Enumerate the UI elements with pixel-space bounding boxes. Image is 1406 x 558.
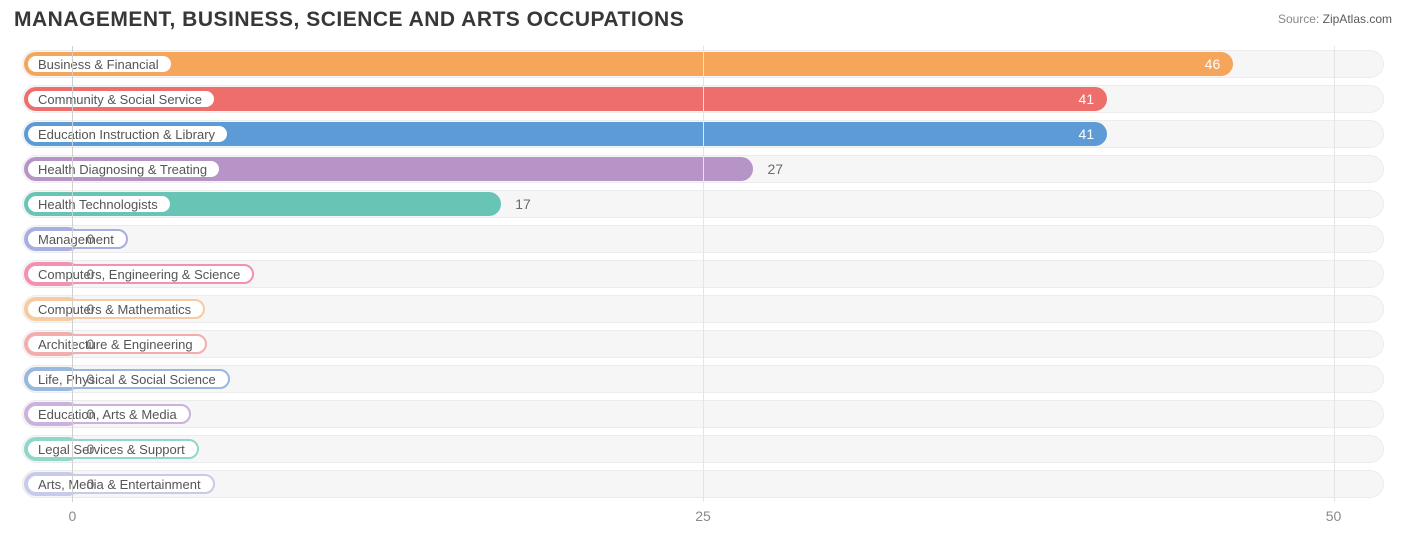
category-chip: Education, Arts & Media	[26, 404, 191, 424]
category-chip: Health Diagnosing & Treating	[26, 159, 221, 179]
chart-container: MANAGEMENT, BUSINESS, SCIENCE AND ARTS O…	[0, 0, 1406, 558]
source-label: Source:	[1278, 12, 1319, 26]
value-label: 0	[86, 365, 94, 393]
x-tick-label: 25	[695, 508, 711, 524]
header: MANAGEMENT, BUSINESS, SCIENCE AND ARTS O…	[14, 8, 1392, 32]
value-label: 41	[1079, 120, 1095, 148]
value-label: 0	[86, 295, 94, 323]
gridline	[703, 46, 704, 502]
value-label: 41	[1079, 85, 1095, 113]
value-label: 0	[86, 435, 94, 463]
value-label: 0	[86, 330, 94, 358]
gridline	[1334, 46, 1335, 502]
category-chip: Architecture & Engineering	[26, 334, 207, 354]
plot-region: Business & Financial 46 Community & Social…	[22, 46, 1384, 502]
x-tick-label: 50	[1326, 508, 1342, 524]
value-label: 27	[767, 155, 783, 183]
category-chip: Life, Physical & Social Science	[26, 369, 230, 389]
value-label: 46	[1205, 50, 1221, 78]
chart-title: MANAGEMENT, BUSINESS, SCIENCE AND ARTS O…	[14, 8, 684, 32]
chart-area: Business & Financial 46 Community & Social…	[14, 46, 1392, 536]
value-label: 17	[515, 190, 531, 218]
category-chip: Legal Services & Support	[26, 439, 199, 459]
category-chip: Management	[26, 229, 128, 249]
source-site: ZipAtlas.com	[1323, 12, 1392, 26]
axis-baseline	[72, 46, 73, 502]
x-axis: 0 25 50	[22, 508, 1384, 528]
value-label: 0	[86, 225, 94, 253]
value-label: 0	[86, 260, 94, 288]
category-chip: Education Instruction & Library	[26, 124, 229, 144]
category-chip: Business & Financial	[26, 54, 173, 74]
category-chip: Health Technologists	[26, 194, 172, 214]
category-chip: Computers, Engineering & Science	[26, 264, 254, 284]
source-attribution: Source: ZipAtlas.com	[1278, 8, 1392, 26]
value-label: 0	[86, 400, 94, 428]
category-chip: Computers & Mathematics	[26, 299, 205, 319]
x-tick-label: 0	[69, 508, 77, 524]
category-chip: Arts, Media & Entertainment	[26, 474, 215, 494]
value-label: 0	[86, 470, 94, 498]
category-chip: Community & Social Service	[26, 89, 216, 109]
bar-fill	[24, 52, 1233, 76]
